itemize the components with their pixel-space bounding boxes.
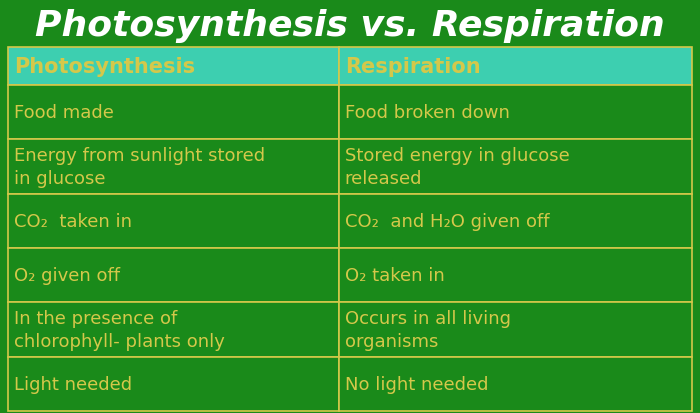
Bar bbox=[339, 140, 692, 194]
Bar bbox=[8, 194, 339, 248]
Bar bbox=[339, 248, 692, 303]
Text: Occurs in all living
organisms: Occurs in all living organisms bbox=[345, 309, 511, 350]
Bar bbox=[339, 194, 692, 248]
Text: CO₂  and H₂O given off: CO₂ and H₂O given off bbox=[345, 212, 550, 230]
Text: O₂ taken in: O₂ taken in bbox=[345, 266, 444, 285]
Bar bbox=[339, 303, 692, 357]
Bar bbox=[8, 248, 339, 303]
Bar bbox=[8, 303, 339, 357]
Text: Photosynthesis vs. Respiration: Photosynthesis vs. Respiration bbox=[35, 9, 665, 43]
Text: CO₂  taken in: CO₂ taken in bbox=[14, 212, 132, 230]
Text: Food broken down: Food broken down bbox=[345, 104, 510, 122]
Text: Respiration: Respiration bbox=[345, 57, 480, 77]
Bar bbox=[8, 86, 339, 140]
Text: O₂ given off: O₂ given off bbox=[14, 266, 120, 285]
Text: In the presence of
chlorophyll- plants only: In the presence of chlorophyll- plants o… bbox=[14, 309, 225, 350]
Bar bbox=[8, 48, 339, 86]
Text: Light needed: Light needed bbox=[14, 375, 132, 393]
Text: Stored energy in glucose
released: Stored energy in glucose released bbox=[345, 147, 570, 188]
Text: Energy from sunlight stored
in glucose: Energy from sunlight stored in glucose bbox=[14, 147, 265, 188]
Text: Photosynthesis: Photosynthesis bbox=[14, 57, 195, 77]
Bar bbox=[339, 86, 692, 140]
Bar bbox=[339, 357, 692, 411]
Text: No light needed: No light needed bbox=[345, 375, 489, 393]
Bar bbox=[339, 48, 692, 86]
Text: Food made: Food made bbox=[14, 104, 114, 122]
Bar bbox=[8, 357, 339, 411]
Bar bbox=[8, 140, 339, 194]
